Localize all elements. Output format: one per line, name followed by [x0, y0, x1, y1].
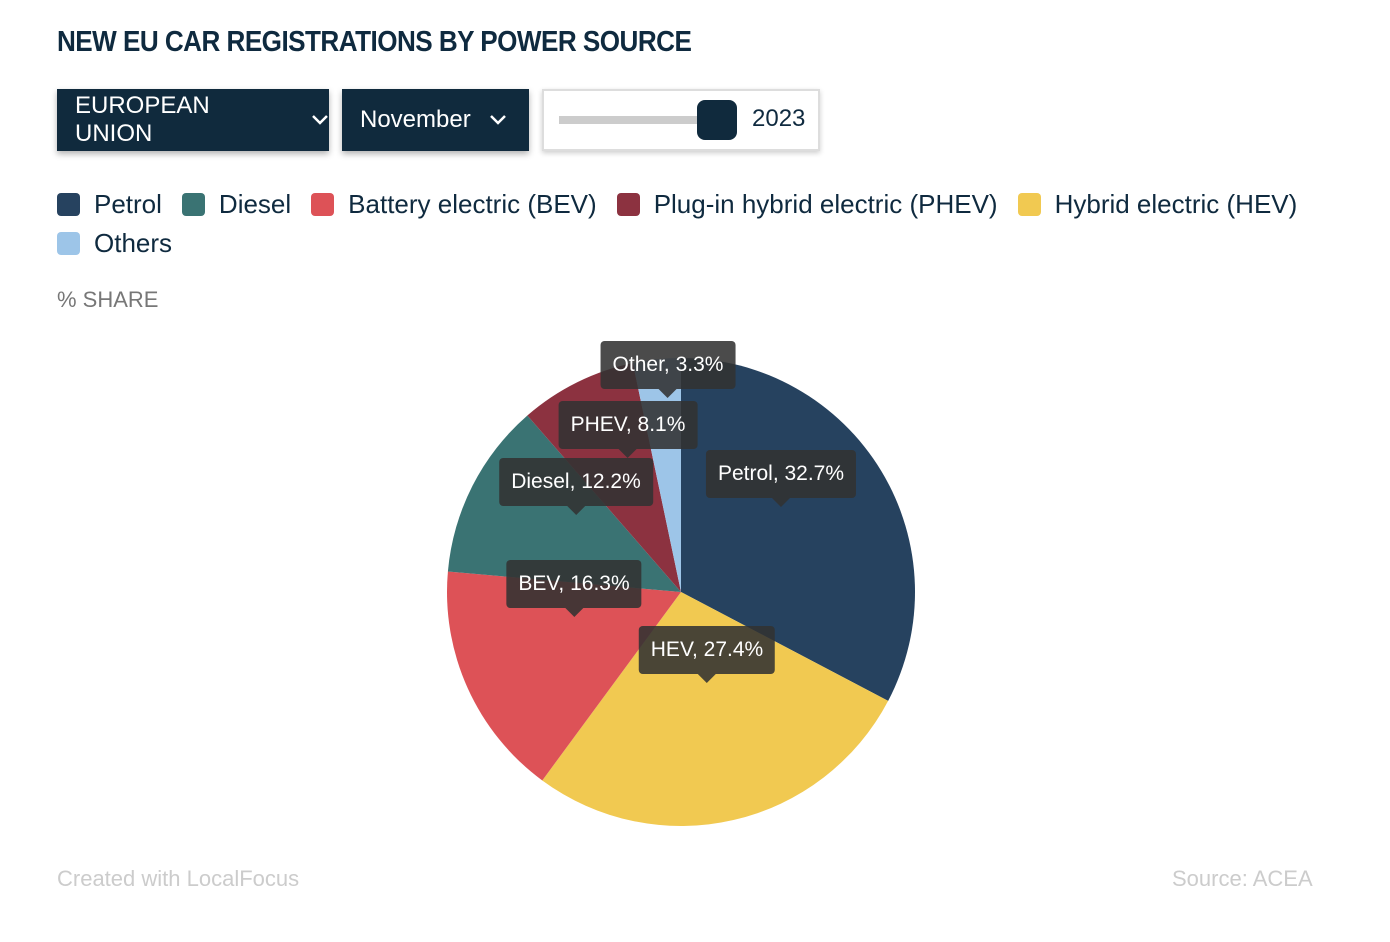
data-label-hev: HEV, 27.4%	[638, 626, 776, 683]
legend-label: Petrol	[94, 188, 162, 219]
credit-text[interactable]: Created with LocalFocus	[57, 866, 300, 891]
legend-item-phev[interactable]: Plug-in hybrid electric (PHEV)	[616, 188, 998, 219]
legend-label: Others	[94, 227, 173, 258]
data-label-bev: BEV, 16.3%	[506, 560, 642, 617]
month-value: November	[360, 106, 471, 133]
legend-row-1: Petrol Diesel Battery electric (BEV) Plu…	[57, 189, 1297, 219]
legend-swatch	[181, 192, 205, 216]
data-label-other: Other, 3.3%	[600, 341, 736, 398]
legend-item-petrol[interactable]: Petrol	[57, 189, 162, 219]
slider-thumb[interactable]	[697, 100, 737, 140]
pie-slice-bev[interactable]	[447, 571, 681, 781]
chevron-down-icon	[312, 115, 328, 125]
chart-title: NEW EU CAR REGISTRATIONS BY POWER SOURCE	[57, 26, 692, 58]
year-value: 2023	[752, 105, 806, 132]
slider-track[interactable]	[559, 116, 699, 124]
chevron-down-icon	[489, 115, 506, 125]
legend-swatch	[311, 192, 335, 216]
year-slider[interactable]: 2023	[542, 89, 820, 151]
legend-item-others[interactable]: Others	[57, 228, 172, 258]
legend-item-bev[interactable]: Battery electric (BEV)	[311, 189, 597, 219]
legend-swatch	[1017, 192, 1041, 216]
legend-label: Hybrid electric (HEV)	[1054, 188, 1298, 219]
region-dropdown[interactable]: EUROPEAN UNION	[57, 89, 329, 151]
legend-label: Battery electric (BEV)	[348, 188, 597, 219]
unit-label: % SHARE	[57, 287, 159, 312]
legend-swatch	[616, 192, 640, 216]
region-value: EUROPEAN UNION	[75, 92, 210, 147]
source-text: Source: ACEA	[1172, 866, 1313, 891]
legend-swatch	[57, 231, 80, 255]
data-label-diesel: Diesel, 12.2%	[499, 458, 653, 515]
pie-slice-petrol[interactable]	[681, 358, 915, 701]
legend-item-diesel[interactable]: Diesel	[181, 188, 292, 219]
legend-item-hev[interactable]: Hybrid electric (HEV)	[1017, 188, 1298, 219]
data-label-petrol: Petrol, 32.7%	[705, 450, 857, 507]
data-label-phev: PHEV, 8.1%	[558, 401, 698, 458]
month-dropdown[interactable]: November	[342, 89, 529, 151]
pie-slice-hev[interactable]	[542, 592, 889, 826]
legend-label: Diesel	[218, 188, 292, 219]
legend-label: Plug-in hybrid electric (PHEV)	[653, 188, 998, 219]
legend-swatch	[57, 192, 80, 216]
